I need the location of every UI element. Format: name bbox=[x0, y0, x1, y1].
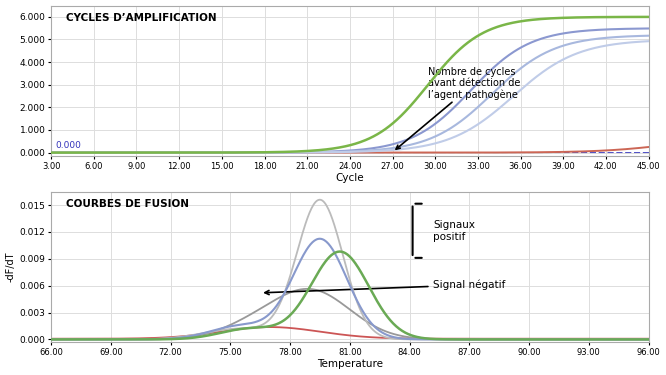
Text: Nombre de cycles
avant détection de
l’agent pathogène: Nombre de cycles avant détection de l’ag… bbox=[396, 67, 520, 149]
Text: COURBES DE FUSION: COURBES DE FUSION bbox=[66, 199, 189, 209]
X-axis label: Temperature: Temperature bbox=[317, 360, 383, 369]
Text: Signal négatif: Signal négatif bbox=[265, 280, 506, 295]
Text: CYCLES D’AMPLIFICATION: CYCLES D’AMPLIFICATION bbox=[66, 13, 216, 23]
Y-axis label: -dF/dT: -dF/dT bbox=[5, 252, 15, 282]
Text: Signaux
positif: Signaux positif bbox=[434, 220, 476, 242]
X-axis label: Cycle: Cycle bbox=[336, 173, 364, 183]
Text: 0.000: 0.000 bbox=[55, 141, 81, 150]
